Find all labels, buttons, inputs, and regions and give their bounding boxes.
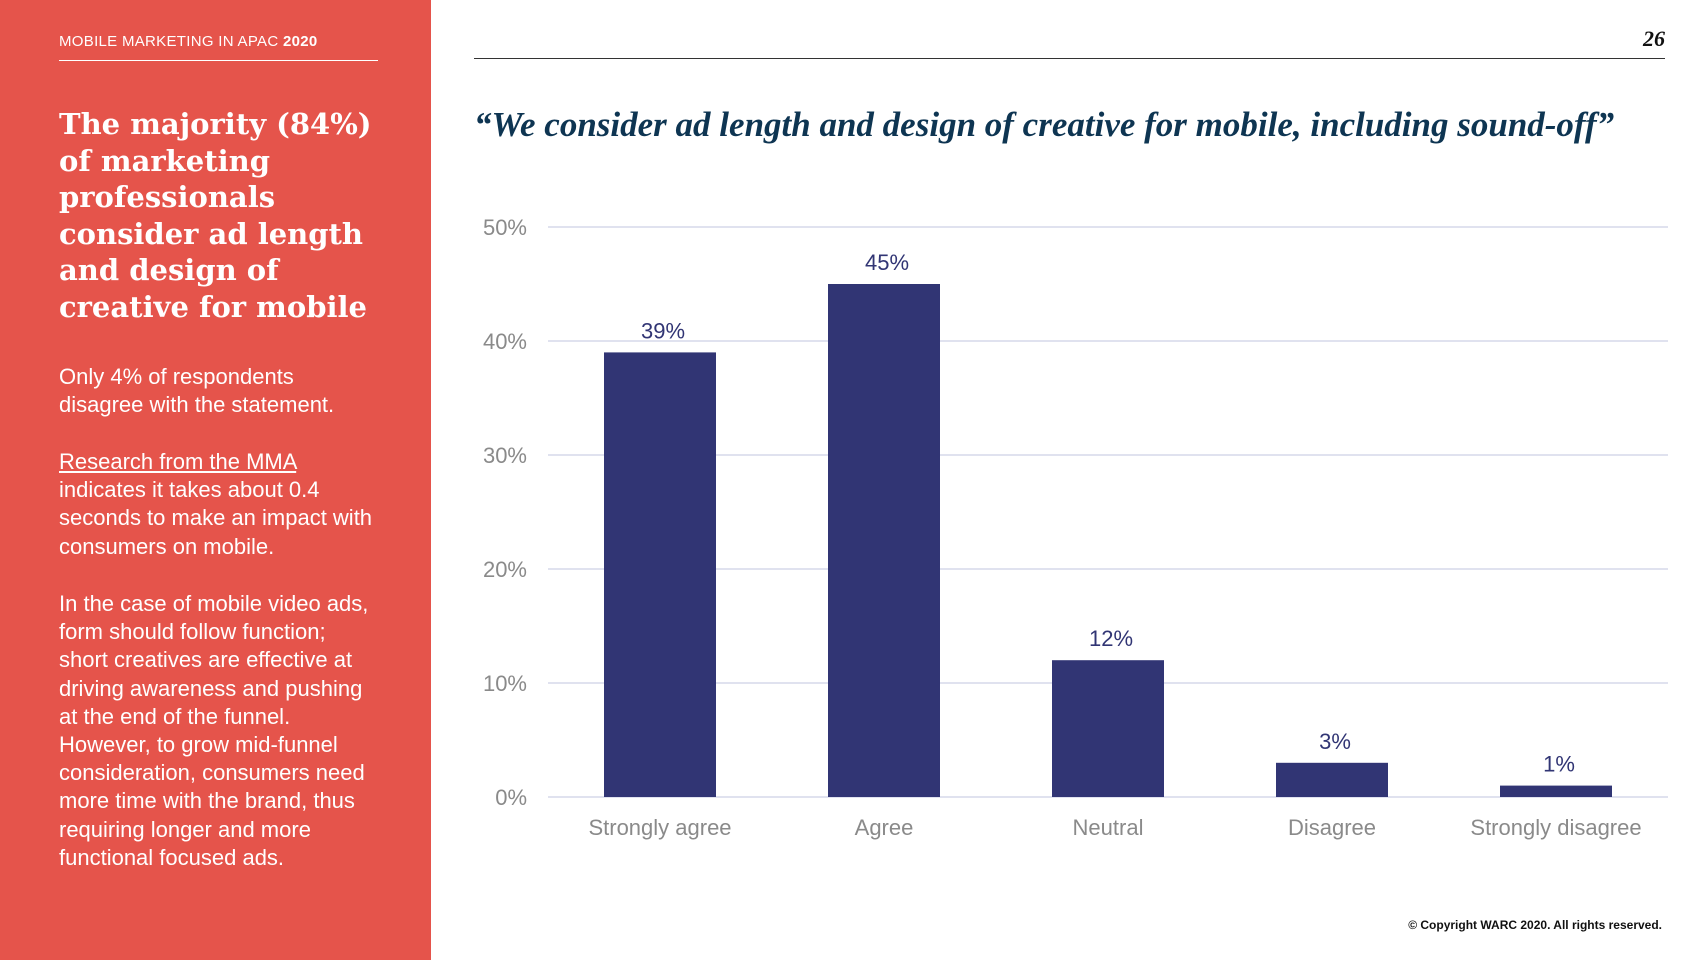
y-tick-label: 50%	[483, 215, 527, 240]
data-label: 12%	[1089, 626, 1133, 651]
sidebar-paragraph-3: In the case of mobile video ads, form sh…	[59, 591, 369, 870]
bar	[604, 352, 716, 797]
report-title-text: MOBILE MARKETING IN APAC	[59, 33, 279, 50]
sidebar-paragraph-2: Research from the MMA indicates it takes…	[59, 448, 379, 561]
x-tick-label: Neutral	[1073, 815, 1144, 840]
x-tick-label: Strongly agree	[588, 815, 731, 840]
y-tick-label: 20%	[483, 557, 527, 582]
sidebar-headline: The majority (84%) of marketing professi…	[59, 107, 372, 324]
data-label: 1%	[1543, 752, 1575, 777]
bar	[1276, 762, 1388, 797]
x-tick-label: Disagree	[1288, 815, 1376, 840]
page-number: 26	[1643, 26, 1665, 51]
report-year: 2020	[282, 33, 318, 50]
header-rule	[474, 58, 1665, 59]
x-tick-label: Strongly disagree	[1470, 815, 1641, 840]
sidebar: MOBILE MARKETING IN APAC 2020 The majori…	[0, 0, 431, 960]
sidebar-paragraph-1: Only 4% of respondents disagree with the…	[59, 364, 335, 418]
bar	[828, 284, 940, 797]
report-title: MOBILE MARKETING IN APAC 2020	[59, 33, 318, 50]
y-tick-label: 40%	[483, 329, 527, 354]
sidebar-divider	[59, 60, 378, 61]
x-tick-label: Agree	[855, 815, 914, 840]
bar	[1500, 785, 1612, 797]
data-label: 39%	[641, 318, 685, 343]
copyright-notice: © Copyright WARC 2020. All rights reserv…	[1408, 918, 1662, 932]
y-tick-label: 0%	[495, 785, 527, 810]
bar	[1052, 660, 1164, 797]
paragraph-2-text: indicates it takes about 0.4 seconds to …	[59, 477, 373, 559]
data-label: 45%	[865, 250, 909, 275]
y-tick-label: 30%	[483, 443, 527, 468]
y-tick-label: 10%	[483, 671, 527, 696]
mma-research-link[interactable]: Research from the MMA	[59, 449, 297, 474]
data-label: 3%	[1319, 729, 1351, 754]
chart-title: “We consider ad length and design of cre…	[474, 105, 1615, 144]
